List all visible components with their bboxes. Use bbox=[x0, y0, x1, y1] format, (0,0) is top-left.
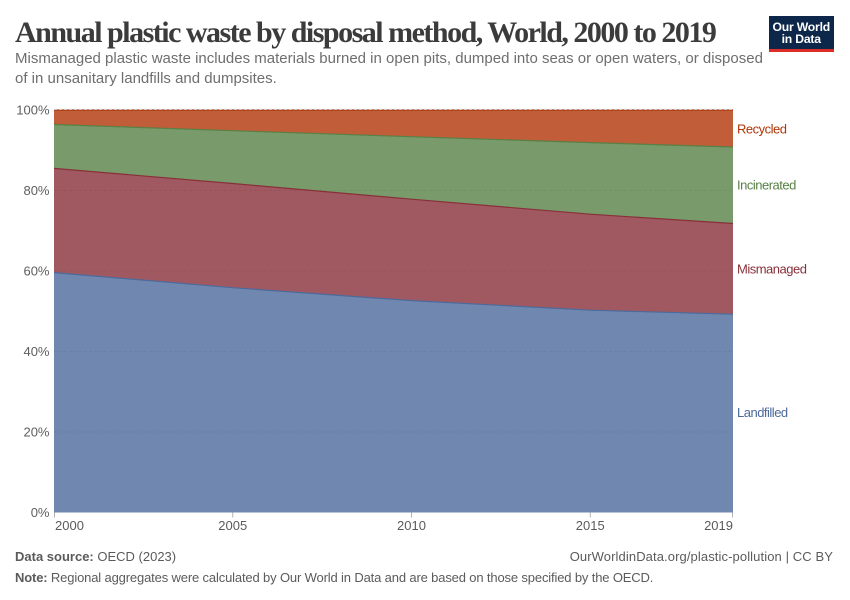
svg-text:20%: 20% bbox=[23, 424, 49, 439]
svg-text:2005: 2005 bbox=[218, 518, 247, 533]
svg-text:40%: 40% bbox=[23, 344, 49, 359]
svg-text:0%: 0% bbox=[31, 505, 50, 520]
svg-text:2019: 2019 bbox=[704, 518, 733, 533]
svg-text:80%: 80% bbox=[23, 183, 49, 198]
svg-text:Mismanaged: Mismanaged bbox=[737, 262, 807, 277]
svg-text:2000: 2000 bbox=[55, 518, 84, 533]
svg-text:60%: 60% bbox=[23, 263, 49, 278]
svg-text:Recycled: Recycled bbox=[737, 122, 787, 137]
svg-text:2010: 2010 bbox=[397, 518, 426, 533]
svg-text:100%: 100% bbox=[16, 102, 50, 117]
svg-text:2015: 2015 bbox=[576, 518, 605, 533]
svg-text:Incinerated: Incinerated bbox=[737, 178, 796, 193]
svg-text:Landfilled: Landfilled bbox=[737, 405, 788, 420]
